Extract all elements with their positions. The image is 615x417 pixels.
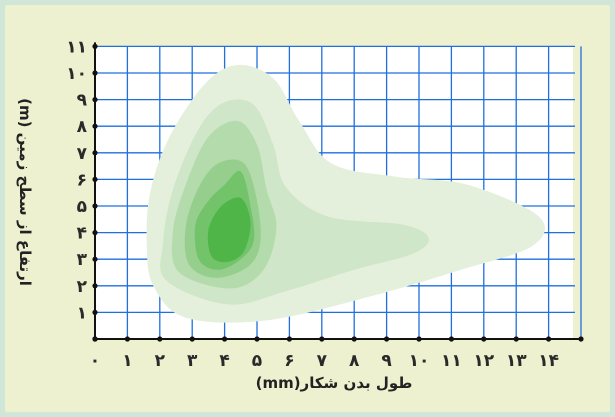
x-axis-dot — [351, 336, 357, 342]
y-axis-dot — [92, 123, 98, 129]
x-axis-dot — [546, 336, 552, 342]
x-tick-label: ۰ — [90, 351, 100, 371]
x-axis-dot — [157, 336, 163, 342]
y-axis-dot — [92, 97, 98, 103]
y-axis-dot — [92, 43, 98, 50]
y-tick-label: ۹ — [77, 91, 88, 111]
x-tick-label: ۵ — [252, 351, 262, 371]
y-tick-label: ۵ — [77, 197, 87, 217]
x-tick-labels: ۰ ۱ ۲ ۳ ۴ ۵ ۶ ۷ ۸ ۹ ۱۰ ۱۱ ۱۲ ۱۳ ۱۴ — [90, 351, 559, 371]
x-tick-label: ۷ — [317, 351, 328, 371]
x-tick-label: ۱۰ — [409, 351, 430, 371]
density-contours — [146, 64, 546, 323]
x-tick-label: ۱۴ — [538, 351, 559, 371]
x-tick-label: ۸ — [349, 351, 360, 371]
y-axis-dot — [92, 70, 98, 76]
x-axis-dot — [448, 336, 454, 342]
x-axis-title: طول بدن شکار(mm) — [256, 374, 413, 392]
axes — [92, 42, 584, 342]
y-tick-label: ۳ — [77, 250, 88, 270]
y-tick-label: ۱۰ — [66, 64, 87, 84]
y-tick-label: ۸ — [77, 117, 88, 137]
x-tick-label: ۹ — [381, 351, 392, 371]
contour-level-6 — [207, 197, 251, 263]
y-axis-dot — [92, 309, 98, 315]
x-axis-dot — [222, 336, 228, 342]
y-tick-label: ۱ — [77, 303, 87, 323]
y-axis-dot — [92, 283, 98, 289]
x-tick-label: ۶ — [284, 351, 294, 371]
x-axis-dot — [189, 336, 195, 342]
x-tick-label: ۱۱ — [441, 351, 462, 371]
y-axis-dot — [92, 336, 98, 342]
y-tick-labels: ۱ ۲ ۳ ۴ ۵ ۶ ۷ ۸ ۹ ۱۰ ۱۱ — [66, 37, 87, 323]
x-tick-label: ۴ — [219, 351, 229, 371]
x-tick-label: ۱ — [122, 351, 132, 371]
x-axis-dot — [319, 336, 325, 342]
x-axis-dot — [481, 336, 487, 342]
y-tick-label: ۶ — [77, 170, 87, 190]
x-tick-label: ۲ — [155, 351, 166, 371]
x-axis-dot — [578, 336, 584, 342]
y-axis-dot — [92, 203, 98, 209]
y-tick-label: ۱۱ — [66, 37, 87, 57]
x-axis-dot — [254, 336, 260, 342]
x-tick-label: ۱۳ — [506, 351, 527, 371]
x-axis-dot — [384, 336, 390, 342]
y-axis-dot — [92, 150, 98, 156]
y-tick-label: ۴ — [77, 224, 87, 244]
y-axis-dot — [92, 230, 98, 236]
y-axis-dot — [92, 176, 98, 182]
x-axis-dot — [124, 336, 130, 342]
x-axis-dot — [286, 336, 292, 342]
x-tick-label: ۳ — [187, 351, 198, 371]
y-axis-dot — [92, 256, 98, 262]
y-axis-title: ارتفاع از سطح زمین (m) — [16, 98, 34, 286]
y-tick-label: ۲ — [77, 277, 88, 297]
y-tick-label: ۷ — [77, 144, 88, 164]
x-axis-dot — [513, 336, 519, 342]
x-tick-label: ۱۲ — [473, 351, 494, 371]
x-axis-dot — [416, 336, 422, 342]
